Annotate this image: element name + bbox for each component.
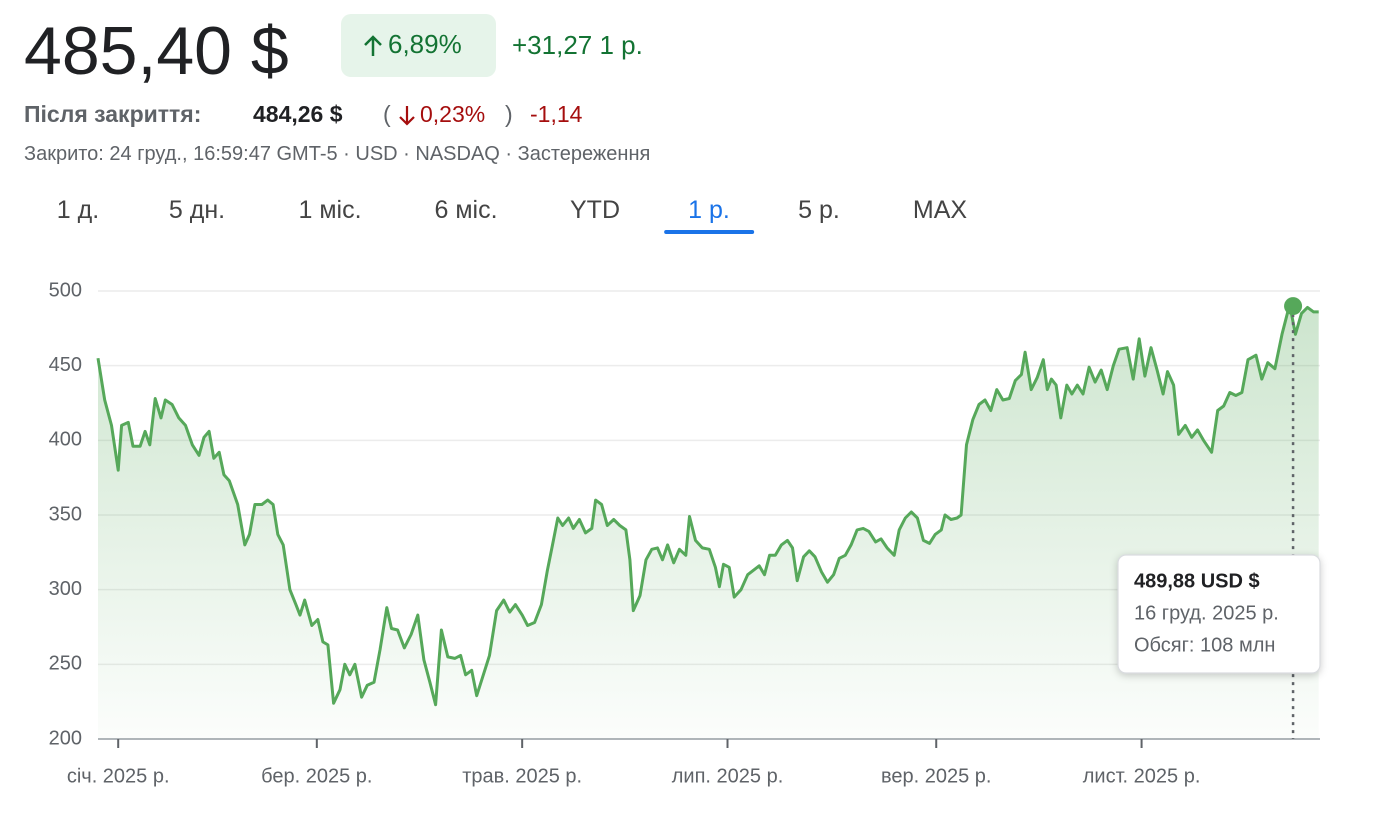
y-tick-label: 500 xyxy=(49,279,82,301)
after-abs: -1,14 xyxy=(530,101,583,127)
x-tick-label: бер. 2025 р. xyxy=(261,765,372,787)
y-tick-label: 250 xyxy=(49,653,82,675)
y-tick-label: 350 xyxy=(49,503,82,525)
paren: ) xyxy=(505,101,513,127)
after-price: 484,26 $ xyxy=(253,101,343,127)
y-tick-label: 400 xyxy=(49,429,82,451)
range-tab[interactable]: 5 дн. xyxy=(168,196,226,224)
tooltip: 489,88 USD $ 16 груд. 2025 р. Обсяг: 108 м… xyxy=(1117,554,1321,674)
x-tick-label: вер. 2025 р. xyxy=(881,765,992,787)
after-label: Після закриття: xyxy=(24,101,202,127)
x-tick-label: лист. 2025 р. xyxy=(1083,765,1201,787)
arrow-up xyxy=(364,35,382,56)
range-tab[interactable]: MAX xyxy=(912,196,968,224)
y-tick-label: 450 xyxy=(49,354,82,376)
after-pct: 0,23% xyxy=(420,101,486,127)
paren: ( xyxy=(383,101,391,127)
x-tick-label: лип. 2025 р. xyxy=(672,765,784,787)
area xyxy=(98,304,1319,739)
range-tab[interactable]: 1 р. xyxy=(664,196,754,234)
y-tick-label: 300 xyxy=(49,578,82,600)
change-pct: 6,89% xyxy=(388,29,462,59)
range-tab[interactable]: 1 д. xyxy=(56,196,100,224)
x-tick-label: трав. 2025 р. xyxy=(462,765,582,787)
highlight-point xyxy=(1284,297,1303,316)
range-tab[interactable]: 6 міс. xyxy=(434,196,498,224)
price-line xyxy=(96,302,1319,707)
arrow-down xyxy=(399,106,415,126)
tooltip-volume: Обсяг: 108 млн xyxy=(1134,634,1275,656)
tab-underline xyxy=(664,230,754,234)
price: 485,40 $ xyxy=(24,13,289,89)
y-tick-label: 200 xyxy=(49,727,82,749)
range-tab[interactable]: YTD xyxy=(570,196,620,224)
status: Закрито: 24 груд., 16:59:47 GMT-5 · USD … xyxy=(24,143,651,165)
change-abs: +31,27 1 р. xyxy=(512,30,643,60)
tooltip-box xyxy=(1117,554,1321,674)
tooltip-value: 489,88 USD $ xyxy=(1134,570,1260,592)
range-tab[interactable]: 1 міс. xyxy=(298,196,362,224)
range-tab[interactable]: 5 р. xyxy=(798,196,840,224)
x-tick-label: січ. 2025 р. xyxy=(67,765,170,787)
change-badge: 6,89% xyxy=(341,14,496,77)
tooltip-date: 16 груд. 2025 р. xyxy=(1134,602,1279,624)
